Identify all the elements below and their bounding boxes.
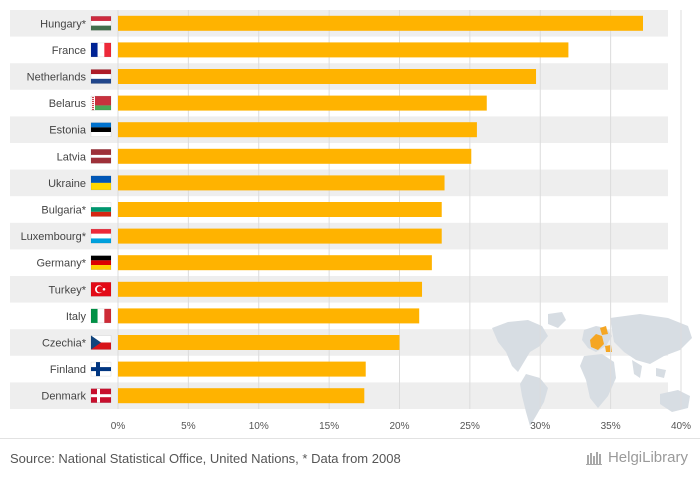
category-label: Italy — [66, 311, 87, 323]
bar — [118, 69, 537, 84]
estonia-flag-icon — [90, 122, 112, 137]
bar — [118, 122, 477, 138]
category-label: Netherlands — [27, 72, 87, 84]
category-label: Czechia* — [42, 338, 87, 350]
netherlands-flag-icon — [90, 69, 112, 84]
turkey-flag-icon — [90, 282, 112, 297]
brand-name: HelgiLibrary — [607, 449, 688, 466]
x-tick-label: 35% — [601, 421, 621, 432]
bar — [118, 388, 365, 404]
category-label: Germany* — [36, 258, 86, 270]
belarus-flag-icon — [90, 95, 112, 111]
x-tick-label: 25% — [460, 421, 480, 432]
bar — [118, 228, 442, 244]
category-label: Hungary* — [40, 18, 87, 30]
bar — [118, 281, 423, 297]
bar — [118, 308, 420, 324]
chart-footer: Source: National Statistical Office, Uni… — [0, 438, 700, 484]
category-label: Belarus — [49, 98, 87, 110]
world-map-icon — [492, 312, 692, 426]
hungary-flag-icon — [90, 16, 112, 31]
denmark-flag-icon — [90, 388, 112, 403]
x-tick-label: 10% — [249, 421, 269, 432]
czechia-flag-icon — [90, 335, 112, 350]
x-tick-label: 15% — [319, 421, 339, 432]
x-tick-label: 30% — [530, 421, 550, 432]
bar — [118, 42, 569, 58]
bar — [118, 175, 445, 191]
x-tick-label: 20% — [389, 421, 409, 432]
category-label: Denmark — [41, 391, 86, 403]
ukraine-flag-icon — [90, 175, 112, 191]
bar — [118, 361, 366, 377]
germany-flag-icon — [90, 255, 112, 270]
bar — [118, 148, 472, 164]
italy-flag-icon — [90, 308, 112, 324]
category-label: Turkey* — [49, 284, 87, 296]
library-logo-icon — [585, 451, 602, 465]
brand-logo: HelgiLibrary — [585, 449, 688, 466]
bar — [118, 255, 432, 271]
bar-chart: Hungary* France Netherlands Belarus Estonia L… — [10, 10, 692, 432]
category-label: Finland — [50, 364, 86, 376]
category-label: Bulgaria* — [41, 205, 86, 217]
bar — [118, 335, 400, 350]
x-tick-label: 40% — [671, 421, 691, 432]
x-tick-label: 0% — [111, 421, 126, 432]
latvia-flag-icon — [90, 149, 112, 164]
category-label: Ukraine — [48, 178, 86, 190]
luxembourg-flag-icon — [90, 228, 112, 244]
bar — [118, 95, 487, 111]
category-label: France — [52, 45, 86, 57]
x-tick-label: 5% — [181, 421, 196, 432]
france-flag-icon — [90, 42, 112, 58]
category-label: Latvia — [57, 151, 87, 163]
bar — [118, 15, 643, 31]
bar — [118, 202, 442, 217]
finland-flag-icon — [90, 361, 112, 377]
bulgaria-flag-icon — [90, 202, 112, 217]
category-label: Estonia — [49, 125, 87, 137]
category-label: Luxembourg* — [21, 231, 87, 243]
source-note: Source: National Statistical Office, Uni… — [10, 451, 401, 466]
